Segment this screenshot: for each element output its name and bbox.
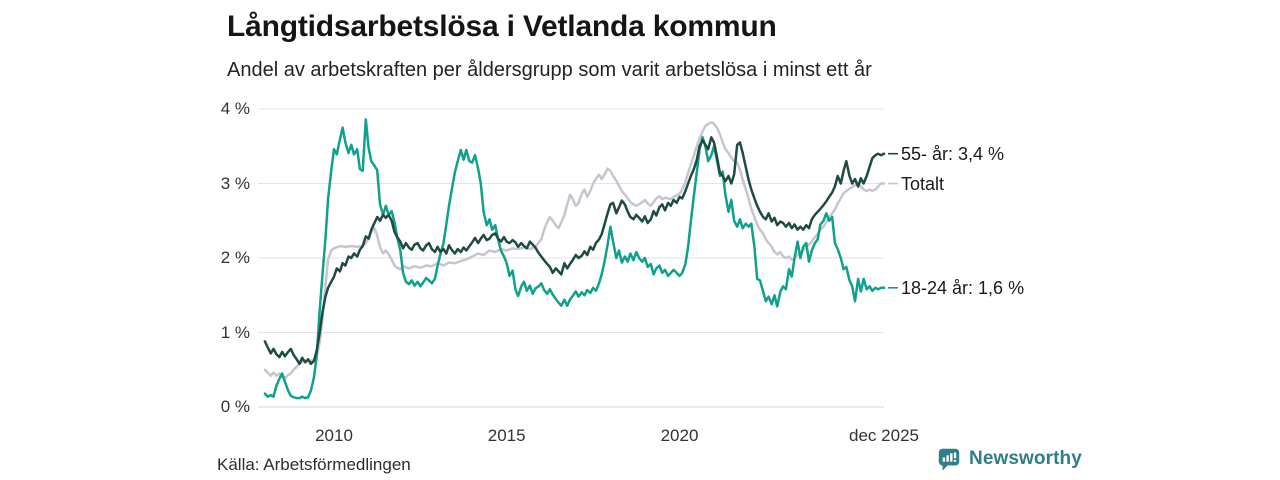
x-tick-label: 2020 — [660, 426, 699, 445]
y-tick-label: 2 % — [220, 248, 250, 267]
y-tick-label: 0 % — [220, 397, 250, 416]
series-line-18-24år — [263, 118, 886, 400]
x-tick-label: 2015 — [487, 426, 526, 445]
page-title: Långtidsarbetslösa i Vetlanda kommun — [227, 10, 777, 43]
chart-subtitle: Andel av arbetskraften per åldersgrupp s… — [227, 59, 872, 81]
brand-wordmark: Newsworthy — [969, 448, 1082, 469]
y-tick-label: 4 % — [220, 99, 250, 118]
y-tick-label: 3 % — [220, 173, 250, 193]
brand-lockup: Newsworthy — [936, 446, 1082, 472]
x-tick-label: dec 2025 — [849, 426, 919, 445]
source-note: Källa: Arbetsförmedlingen — [217, 455, 411, 474]
y-tick-label: 1 % — [220, 322, 250, 342]
series-line-55-år — [263, 136, 886, 366]
series-end-label-18-24år: 18-24 år: 1,6 % — [901, 277, 1025, 298]
series-end-label-Totalt: Totalt — [901, 173, 945, 194]
x-tick-label: 2010 — [315, 426, 353, 445]
series-end-label-55-år: 55- år: 3,4 % — [901, 143, 1005, 164]
newsworthy-logo-icon — [938, 448, 960, 471]
